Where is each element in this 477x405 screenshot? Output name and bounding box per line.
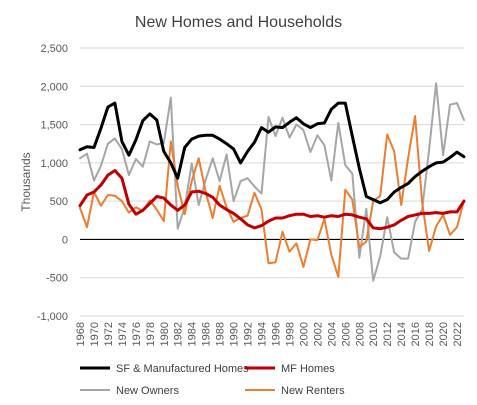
legend: SF & Manufactured Homes MF Homes New Owner… [80, 363, 345, 397]
x-tick-label: 2018 [424, 322, 436, 346]
x-tick-label: 2020 [438, 322, 450, 346]
x-tick-label: 2022 [452, 322, 464, 346]
x-tick-label: 2006 [340, 322, 352, 346]
x-tick-label: 1980 [159, 322, 171, 346]
series-line [79, 115, 465, 278]
x-tick-label: 1988 [215, 322, 227, 346]
y-tick-label: 1,500 [40, 120, 68, 132]
x-tick-label: 1984 [187, 322, 199, 346]
x-tick-label: 1994 [257, 322, 269, 346]
x-tick-label: 1976 [131, 322, 143, 346]
x-tick-label: 1990 [229, 322, 241, 346]
y-tick-label: 0 [62, 234, 68, 246]
y-tick-labels: -1,000 -500 0 500 1,000 1,500 2,000 2,500 [37, 43, 68, 323]
x-tick-label: 1970 [89, 322, 101, 346]
x-tick-label: 1998 [284, 322, 296, 346]
legend-entry: New Renters [281, 385, 345, 397]
x-tick-label: 2016 [410, 322, 422, 346]
x-tick-label: 2004 [326, 322, 338, 346]
x-tick-label: 2000 [298, 322, 310, 346]
y-axis-label: Thousands [19, 152, 33, 211]
x-tick-label: 2008 [354, 322, 366, 346]
x-tick-label: 1986 [201, 322, 213, 346]
x-tick-label: 1968 [75, 322, 87, 346]
series-line [79, 82, 465, 282]
grid-lines [80, 47, 464, 317]
series-line [78, 101, 466, 205]
y-tick-label: 1,000 [40, 158, 68, 170]
y-tick-label: 2,000 [40, 81, 68, 93]
x-tick-label: 1974 [117, 322, 129, 346]
x-tick-label: 1972 [103, 322, 115, 346]
x-tick-label: 2012 [382, 322, 394, 346]
y-tick-label: 500 [50, 196, 68, 208]
chart-title: New Homes and Households [135, 14, 342, 31]
y-tick-label: -1,000 [37, 311, 68, 323]
legend-entry: New Owners [116, 385, 179, 397]
x-tick-label: 2014 [396, 322, 408, 346]
x-tick-label: 1982 [173, 322, 185, 346]
series-line [78, 169, 466, 231]
legend-entry: MF Homes [281, 363, 335, 375]
x-tick-labels: 1968 1970 1972 1974 1976 1978 1980 1982 1984 1986… [75, 322, 464, 346]
legend-entry: SF & Manufactured Homes [116, 363, 249, 375]
y-tick-label: -500 [46, 273, 68, 285]
series-lines [78, 82, 466, 282]
x-tick-label: 1978 [145, 322, 157, 346]
x-tick-label: 2010 [368, 322, 380, 346]
y-tick-label: 2,500 [40, 43, 68, 55]
x-tick-label: 1992 [243, 322, 255, 346]
x-tick-label: 2002 [312, 322, 324, 346]
x-tick-label: 1996 [270, 322, 282, 346]
